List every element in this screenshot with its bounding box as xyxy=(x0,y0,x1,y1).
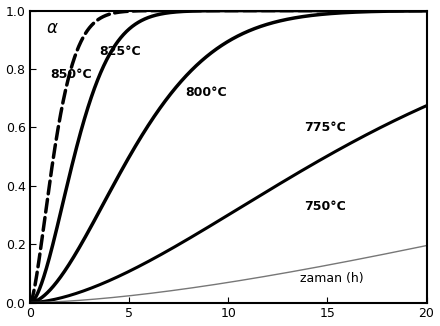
Text: α: α xyxy=(46,19,57,37)
Text: 825°C: 825°C xyxy=(100,45,141,58)
Text: zaman (h): zaman (h) xyxy=(300,272,363,285)
Text: 775°C: 775°C xyxy=(304,121,345,134)
Text: 850°C: 850°C xyxy=(50,68,92,81)
Text: 750°C: 750°C xyxy=(304,200,345,213)
Text: 800°C: 800°C xyxy=(185,86,227,99)
